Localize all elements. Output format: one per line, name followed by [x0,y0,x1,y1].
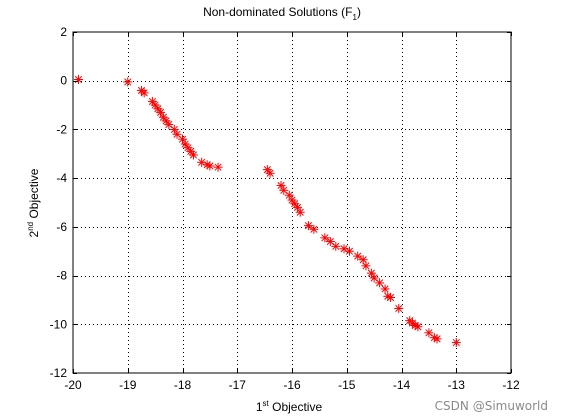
data-point [303,221,313,231]
y-tick-labels: -12 -10 -8 -6 -4 -2 0 2 [50,25,68,380]
x-tick-label: -19 [119,378,137,392]
data-point [309,224,319,234]
data-point [183,143,193,153]
x-axis-label-superscript: st [263,399,270,408]
chart-title: Non-dominated Solutions (F1) [203,5,361,22]
y-axis-label-number: 2 [27,230,41,237]
data-point [123,77,133,87]
data-points [73,74,461,348]
data-point [375,278,385,288]
grid [73,32,511,373]
y-tick-label: 0 [60,74,67,88]
x-tick-labels: -20 -19 -18 -17 -16 -15 -14 -13 -12 [64,378,520,392]
x-tick-label: -17 [229,378,247,392]
y-tick-label: -10 [50,317,68,331]
data-point [180,139,190,149]
data-point [295,207,305,217]
data-point [186,146,196,156]
data-point [432,334,442,344]
x-tick-label: -12 [502,378,520,392]
y-axis-label: 2nd Objective [26,168,41,237]
data-point [344,246,354,256]
data-point [451,338,461,348]
y-tick-label: -6 [56,220,67,234]
chart-title-text: Non-dominated Solutions (F [203,5,352,19]
x-tick-label: -15 [338,378,356,392]
y-axis-label-superscript: nd [26,222,35,231]
y-tick-label: -8 [56,269,67,283]
data-point [73,74,83,84]
x-tick-label: -16 [283,378,301,392]
x-axis-label-number: 1 [256,400,263,414]
chart-title-subscript: 1 [352,13,357,22]
axis-ticks [73,32,512,374]
data-point [386,292,396,302]
watermark: CSDN @Simuworld [435,399,548,413]
data-point [394,303,404,313]
data-point [276,180,286,190]
data-point [284,190,294,200]
data-point [169,124,179,134]
chart-title-suffix: ) [357,5,361,19]
data-point [205,161,215,171]
x-tick-label: -20 [64,378,82,392]
data-point [413,322,423,332]
data-point [366,268,376,278]
data-point [279,185,289,195]
data-point [188,150,198,160]
data-point [353,251,363,261]
x-axis-label: 1st Objective [256,399,323,414]
data-point [139,88,149,98]
y-axis-label-text: Objective [27,168,41,222]
y-tick-label: -2 [56,122,67,136]
data-point [331,241,341,251]
x-axis-label-text: Objective [269,400,323,414]
data-point [265,168,275,178]
x-tick-label: -14 [393,378,411,392]
y-tick-label: -12 [50,366,68,380]
data-point [361,261,371,271]
x-tick-label: -13 [448,378,466,392]
data-point [213,162,223,172]
data-point [178,134,187,144]
y-tick-label: 2 [60,25,67,39]
data-point [320,233,330,243]
data-point [292,202,302,212]
data-point [156,107,166,117]
x-tick-label: -18 [174,378,192,392]
data-point [380,284,390,294]
y-tick-label: -4 [56,171,67,185]
